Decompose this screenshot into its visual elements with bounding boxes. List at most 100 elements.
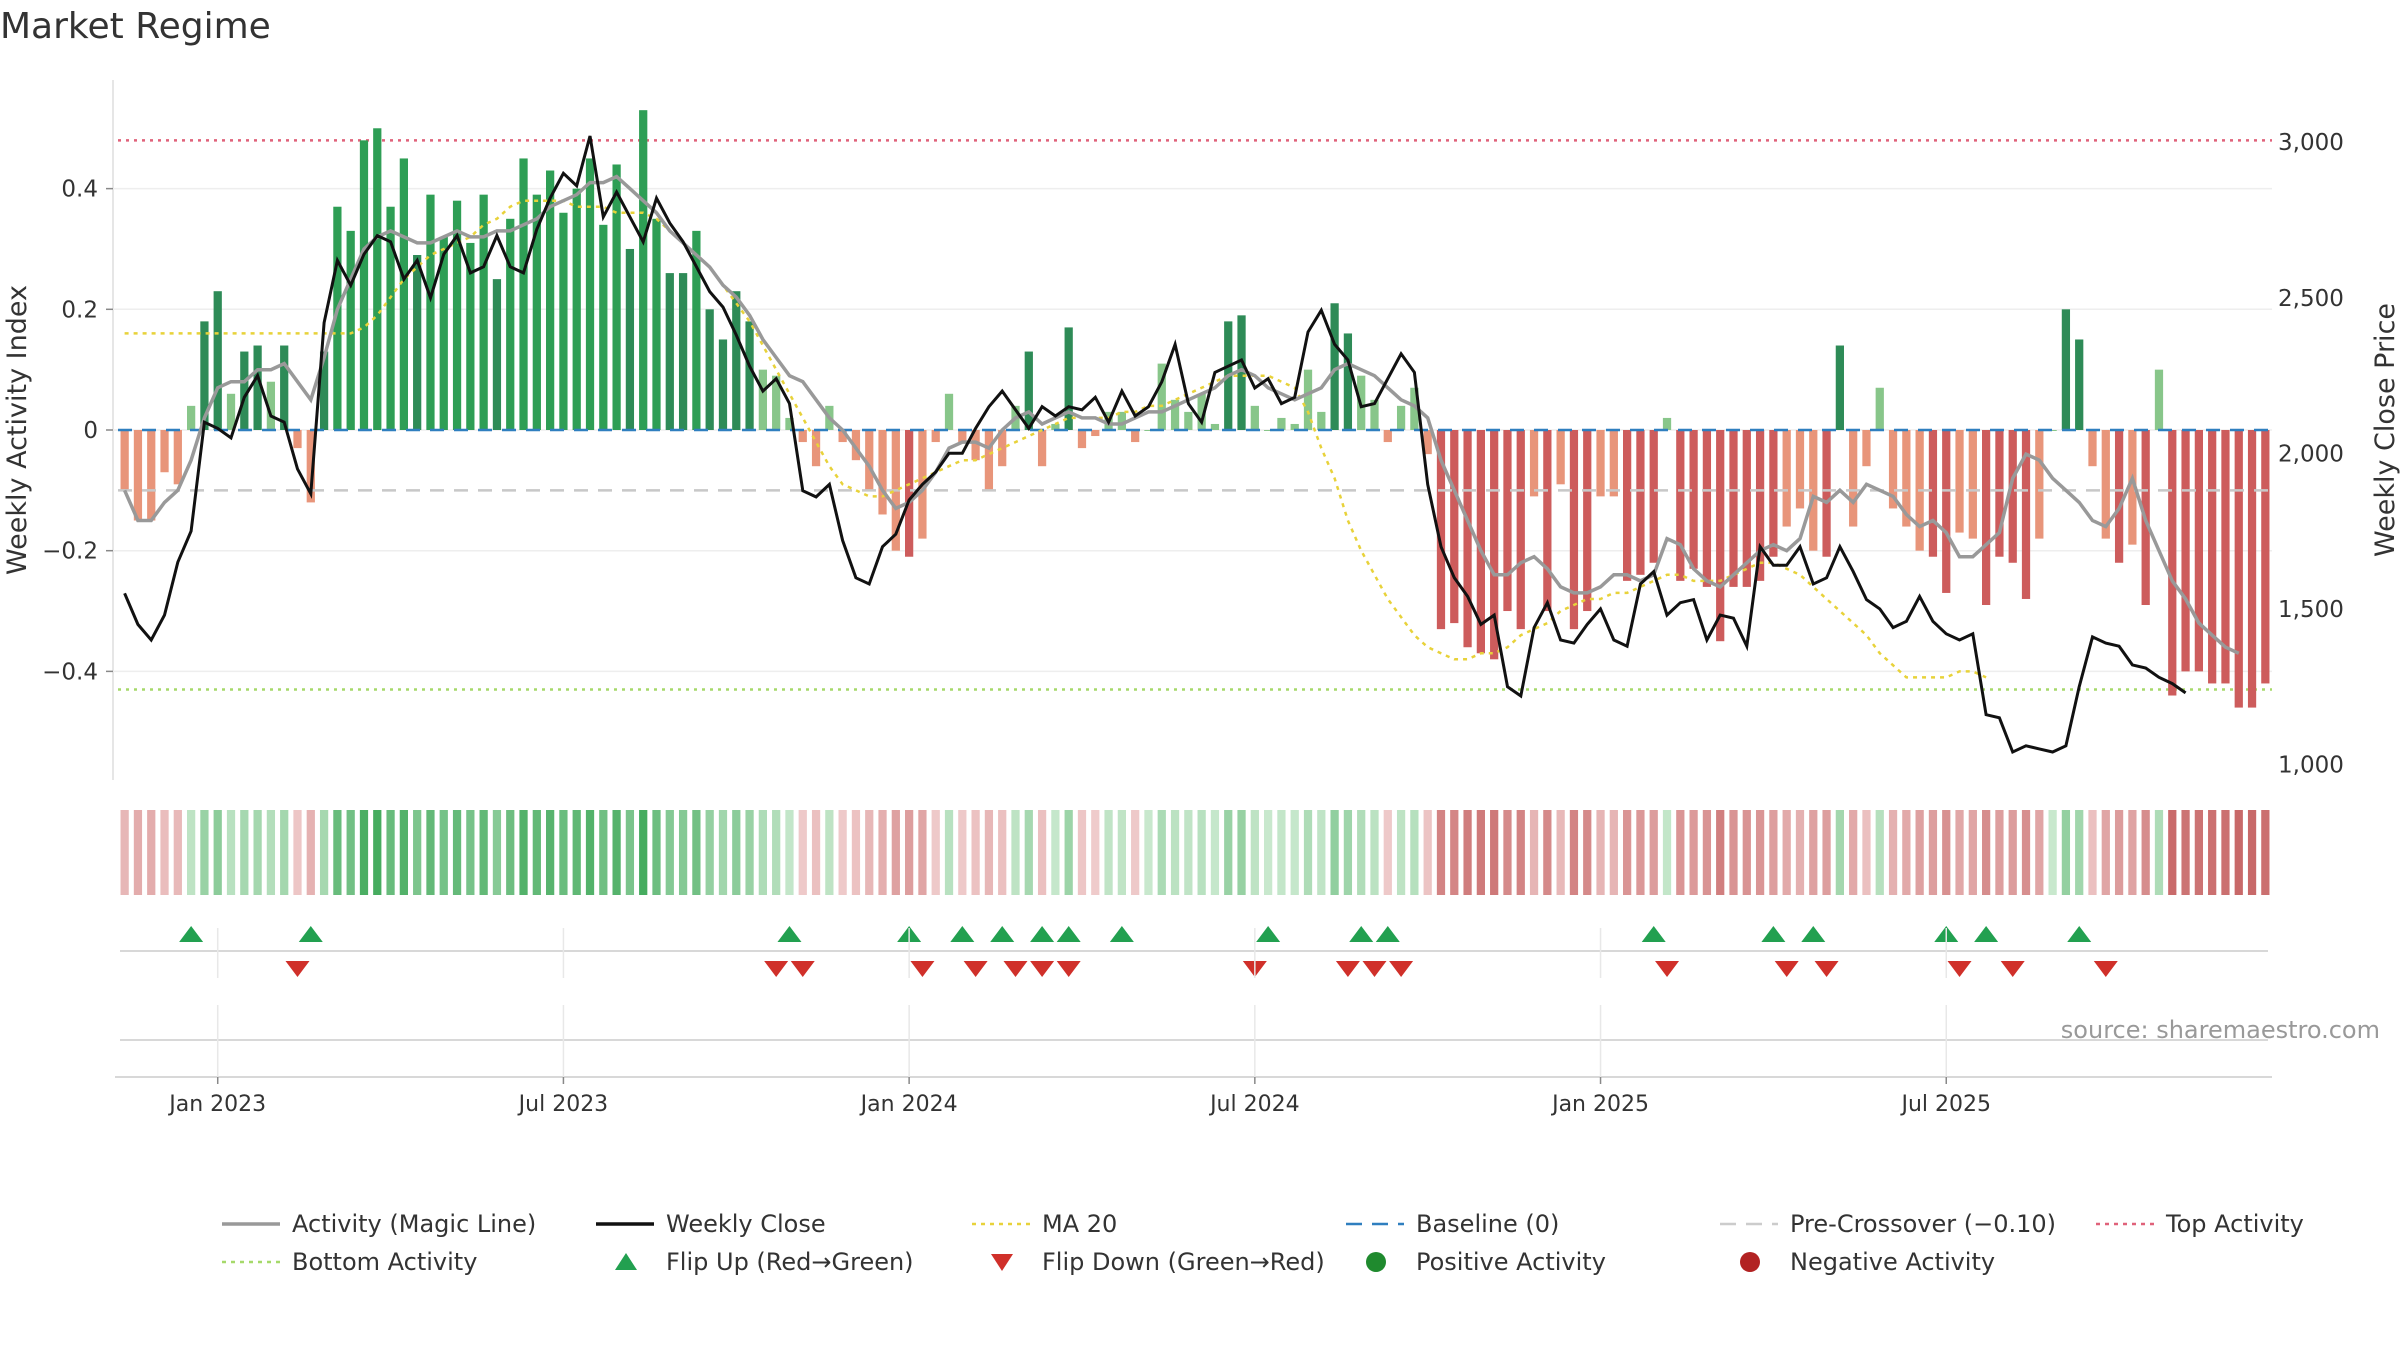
activity-bar [479, 194, 488, 430]
activity-bar [506, 218, 515, 430]
regime-band-cell [1450, 810, 1459, 895]
y-axis-label-left: Weekly Activity Index [2, 285, 33, 575]
flip-up-marker [179, 926, 204, 942]
activity-bar [1463, 430, 1472, 648]
regime-band-cell [1436, 810, 1446, 895]
regime-band-cell [1942, 810, 1951, 895]
regime-band-cell [2008, 810, 2017, 895]
activity-bar [998, 430, 1007, 467]
activity-bar [599, 224, 608, 430]
activity-bar [359, 140, 369, 430]
activity-bar [1277, 417, 1286, 430]
regime-band-cell [2221, 810, 2230, 895]
regime-band-cell [572, 810, 581, 895]
flip-down-marker [764, 961, 789, 977]
regime-band-cell [1157, 810, 1166, 895]
activity-bar [1184, 411, 1193, 430]
regime-band-cell [2035, 810, 2044, 895]
activity-bar [1410, 387, 1419, 430]
regime-band-cell [1662, 810, 1672, 895]
flip-down-marker [910, 961, 935, 977]
regime-band-cell [1317, 810, 1326, 895]
activity-bar [745, 321, 754, 430]
regime-band-cell [745, 810, 754, 895]
y-tick-label-right: 1,000 [2278, 752, 2344, 778]
chart-title: Market Regime [0, 6, 271, 47]
flip-down-marker [2093, 961, 2118, 977]
y-tick-label-left: 0 [83, 418, 98, 444]
activity-bar [1835, 345, 1844, 430]
activity-bar [1556, 430, 1565, 485]
activity-bar [1623, 430, 1632, 581]
regime-band-cell [2247, 810, 2257, 895]
activity-bar [2234, 430, 2243, 708]
activity-bar [612, 164, 621, 430]
x-tick-label: Jul 2023 [517, 1092, 609, 1117]
regime-band-cell [1250, 810, 1259, 895]
activity-bar [1516, 430, 1525, 630]
activity-bar [1250, 405, 1259, 430]
activity-bar [1037, 430, 1047, 467]
regime-band-cell [466, 810, 475, 895]
activity-bar [200, 321, 209, 430]
regime-band-cell [2128, 810, 2137, 895]
flip-up-marker [1375, 926, 1400, 942]
activity-bar [373, 128, 382, 430]
x-tick-label: Jul 2024 [1208, 1092, 1300, 1117]
activity-bar [160, 430, 169, 473]
regime-band-cell [2194, 810, 2203, 895]
weekly-close-line [123, 135, 2187, 755]
activity-bar [2168, 430, 2177, 696]
regime-band-cell [1516, 810, 1525, 895]
activity-bar [931, 430, 940, 443]
regime-band-cell [692, 810, 701, 895]
flip-down-marker [790, 961, 815, 977]
activity-bar [1782, 430, 1791, 527]
activity-bar [1064, 327, 1073, 430]
regime-band-cell [2154, 810, 2164, 895]
regime-band-cell [1968, 810, 1977, 895]
regime-band-cell [2168, 810, 2177, 895]
y-tick-label-left: 0.4 [61, 177, 98, 203]
activity-bar [2021, 430, 2031, 599]
activity-bar [1928, 430, 1938, 557]
activity-bar [2035, 430, 2044, 539]
activity-bar [1503, 430, 1512, 612]
activity-bar [1875, 387, 1884, 430]
regime-band-cell [1995, 810, 2004, 895]
regime-band-cell [1343, 810, 1353, 895]
regime-band-cell [492, 810, 502, 895]
activity-bar [1210, 423, 1220, 430]
activity-bar [572, 188, 581, 430]
activity-bar [1729, 430, 1738, 587]
regime-band-cell [1716, 810, 1725, 895]
activity-bar [1543, 430, 1552, 612]
regime-band-cell [1928, 810, 1938, 895]
legend-label: Positive Activity [1416, 1248, 1606, 1276]
activity-bar [559, 212, 568, 430]
legend-label: Flip Up (Red→Green) [666, 1248, 914, 1276]
activity-bar [1436, 430, 1446, 630]
regime-band-cell [1064, 810, 1073, 895]
regime-band-cell [1822, 810, 1831, 895]
activity-bar [280, 345, 289, 430]
regime-band-cell [187, 810, 196, 895]
regime-band-cell [2208, 810, 2217, 895]
regime-band-cell [1503, 810, 1512, 895]
activity-bar [1317, 411, 1326, 430]
legend-label: Bottom Activity [292, 1248, 477, 1276]
activity-bar [240, 351, 249, 430]
regime-band-cell [825, 810, 834, 895]
regime-band-cell [1476, 810, 1485, 895]
regime-band-cell [1782, 810, 1791, 895]
activity-bar [546, 170, 555, 430]
regime-band-cell [359, 810, 369, 895]
regime-band-cell [2234, 810, 2243, 895]
regime-band-cell [1383, 810, 1392, 895]
flip-down-marker [1389, 961, 1414, 977]
regime-band-cell [758, 810, 767, 895]
legend-label: Negative Activity [1790, 1248, 1995, 1276]
flip-down-marker [1056, 961, 1081, 977]
legend-label: Pre-Crossover (−0.10) [1790, 1210, 2056, 1238]
